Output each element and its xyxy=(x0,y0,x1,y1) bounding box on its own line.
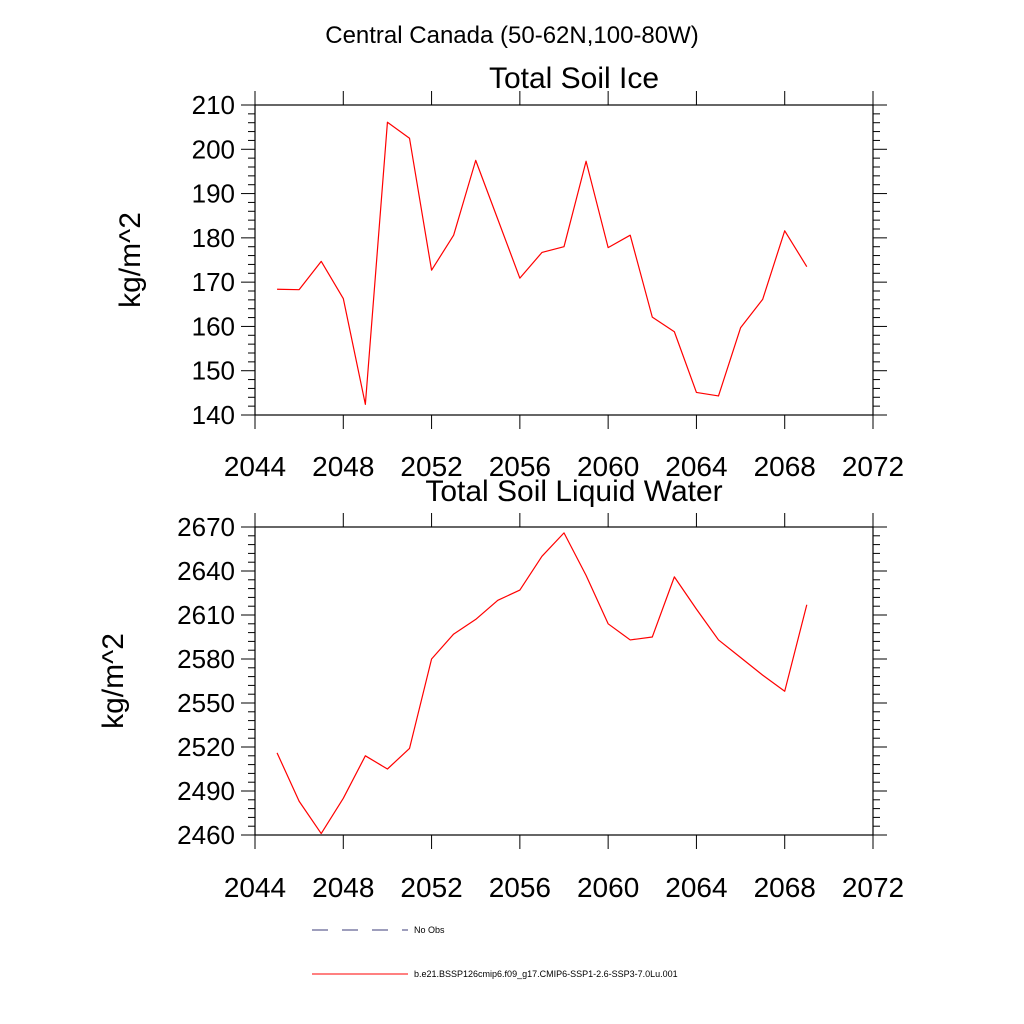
chart-panel-2: Total Soil Liquid Water kg/m^2 2460 2490 252… xyxy=(97,475,904,903)
x-tick-label: 2068 xyxy=(754,872,816,903)
x-tick-label: 2052 xyxy=(400,451,462,482)
y-axis-label: kg/m^2 xyxy=(114,212,147,308)
y-tick-label: 2550 xyxy=(177,688,235,718)
legend: No Obs b.e21.BSSP126cmip6.f09_g17.CMIP6-S… xyxy=(312,925,678,979)
series-line-1 xyxy=(277,121,808,405)
y-axis-label: kg/m^2 xyxy=(97,633,130,729)
y-tick-label: 190 xyxy=(192,179,235,209)
x-tick-label: 2056 xyxy=(489,872,551,903)
legend-label: No Obs xyxy=(414,925,445,935)
x-tick-label: 2052 xyxy=(400,872,462,903)
x-tick-label: 2044 xyxy=(224,872,286,903)
x-tick-label: 2056 xyxy=(489,451,551,482)
chart-title: Total Soil Liquid Water xyxy=(425,475,722,508)
y-tick-label: 210 xyxy=(192,90,235,120)
y-tick-label: 2610 xyxy=(177,600,235,630)
chart-title: Total Soil Ice xyxy=(489,62,659,95)
y-tick-label: 2490 xyxy=(177,776,235,806)
x-tick-label: 2072 xyxy=(842,451,904,482)
x-tick-label: 2068 xyxy=(754,451,816,482)
chart-panel-1: Total Soil Ice kg/m^2 140 150 160 170 180 190 20… xyxy=(114,62,904,482)
y-tick-label: 2670 xyxy=(177,512,235,542)
series-line-1 xyxy=(276,532,808,835)
y-tick-label: 2640 xyxy=(177,556,235,586)
y-tick-label: 140 xyxy=(192,400,235,430)
y-tick-label: 2580 xyxy=(177,644,235,674)
y-tick-label: 180 xyxy=(192,223,235,253)
y-tick-label: 2520 xyxy=(177,732,235,762)
plot-frame xyxy=(254,526,874,836)
y-tick-label: 2460 xyxy=(177,820,235,850)
legend-item: No Obs xyxy=(312,925,445,935)
plot-frame xyxy=(254,104,874,416)
x-tick-label: 2072 xyxy=(842,872,904,903)
x-tick-label: 2060 xyxy=(577,872,639,903)
legend-item: b.e21.BSSP126cmip6.f09_g17.CMIP6-SSP1-2.… xyxy=(312,969,678,979)
y-tick-label: 170 xyxy=(192,267,235,297)
y-tick-label: 150 xyxy=(192,356,235,386)
x-tick-label: 2044 xyxy=(224,451,286,482)
x-tick-label: 2048 xyxy=(312,872,374,903)
x-tick-label: 2064 xyxy=(665,872,727,903)
y-tick-label: 200 xyxy=(192,134,235,164)
legend-label: b.e21.BSSP126cmip6.f09_g17.CMIP6-SSP1-2.… xyxy=(414,969,678,979)
x-tick-label: 2048 xyxy=(312,451,374,482)
x-tick-label: 2060 xyxy=(577,451,639,482)
x-tick-label: 2064 xyxy=(665,451,727,482)
page-title: Central Canada (50-62N,100-80W) xyxy=(325,22,699,49)
y-tick-label: 160 xyxy=(192,311,235,341)
